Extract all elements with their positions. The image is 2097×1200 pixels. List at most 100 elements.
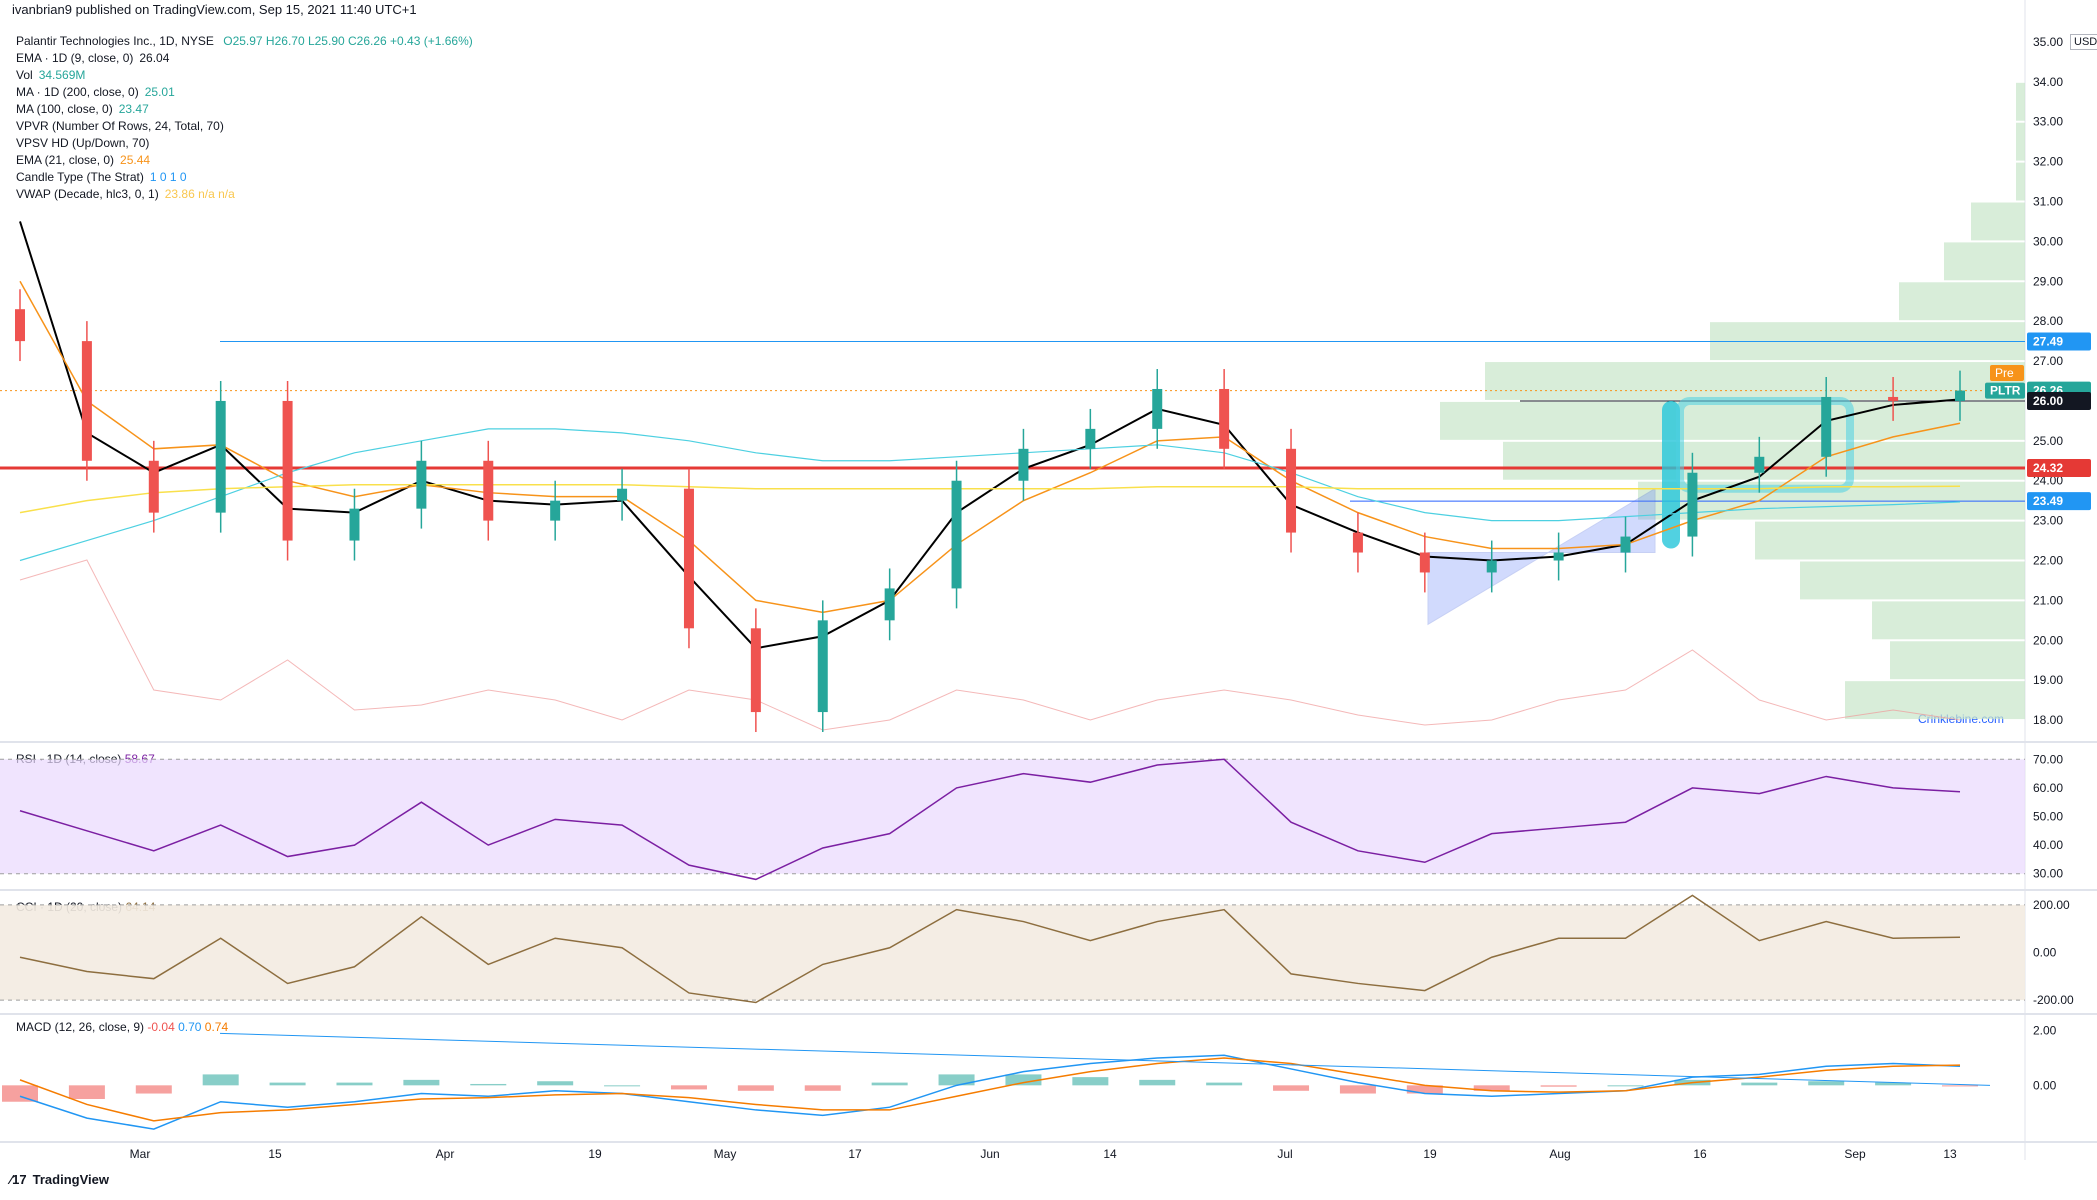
legend-ma100[interactable]: MA (100, close, 0) 23.47 xyxy=(16,102,149,116)
series-line-1 xyxy=(19,221,1961,650)
time-axis-label: Jul xyxy=(1277,1147,1292,1161)
legend-macd[interactable]: MACD (12, 26, close, 9) -0.04 0.70 0.74 xyxy=(16,1020,228,1034)
time-axis-label: 16 xyxy=(1693,1147,1707,1161)
candle-body xyxy=(1486,560,1497,573)
time-axis-label: Aug xyxy=(1549,1147,1570,1161)
price-tick-label: 28.00 xyxy=(2033,314,2063,328)
legend-vpvr[interactable]: VPVR (Number Of Rows, 24, Total, 70) xyxy=(16,119,224,133)
badge-ma100-bg xyxy=(2027,492,2091,511)
macd-tick-label: 2.00 xyxy=(2033,1024,2057,1038)
currency-button[interactable]: USD xyxy=(2070,34,2097,50)
ma100-value: 23.47 xyxy=(118,102,149,116)
price-tick-label: 18.00 xyxy=(2033,713,2063,727)
volume-profile-bar xyxy=(1890,641,2025,680)
footer-brand[interactable]: ⁄17 TradingView xyxy=(10,1172,109,1187)
badge-symbol: PLTR xyxy=(1990,384,2021,398)
macd-histogram-bar xyxy=(135,1085,172,1094)
ma200-value: 25.01 xyxy=(144,85,175,99)
vol-value: 34.569M xyxy=(38,68,86,82)
legend-vol[interactable]: Vol 34.569M xyxy=(16,68,85,82)
legend-ema9[interactable]: EMA · 1D (9, close, 0) 26.04 xyxy=(16,51,169,65)
rsi-tick-label: 50.00 xyxy=(2033,810,2063,824)
macd-histogram-bar xyxy=(737,1085,774,1091)
macd-histogram-bar xyxy=(269,1082,306,1086)
ohlc-values: O25.97 H26.70 L25.90 C26.26 +0.43 (+1.66… xyxy=(223,34,473,48)
badge-pre-bg xyxy=(1990,365,2024,382)
badge-pivot: 26.00 xyxy=(2033,394,2063,408)
series-line-4 xyxy=(19,483,1961,514)
macd-value: 0.70 xyxy=(178,1020,202,1034)
macd-histogram-bar xyxy=(1741,1082,1778,1086)
ma200-label: MA · 1D (200, close, 0) xyxy=(16,85,139,99)
volume-profile-bar xyxy=(1485,362,2025,400)
cci-tick-label: -200.00 xyxy=(2033,993,2074,1007)
volume-profile-bar xyxy=(1944,242,2025,281)
macd-histogram-bar xyxy=(1808,1081,1845,1086)
macd-histogram-bar xyxy=(68,1085,105,1099)
volume-profile-bar xyxy=(1971,202,2025,241)
badge-symbol-bg xyxy=(1985,382,2025,399)
time-axis-label: 17 xyxy=(848,1147,862,1161)
macd-signal-value: 0.74 xyxy=(204,1020,229,1034)
series-line-2 xyxy=(19,280,1961,614)
candle-body xyxy=(550,500,561,521)
legend-ma200[interactable]: MA · 1D (200, close, 0) 25.01 xyxy=(16,85,175,99)
badge-resistance-bg xyxy=(2027,332,2091,351)
candle-body xyxy=(1687,472,1698,537)
candle-body xyxy=(148,460,159,513)
vpsv-label: VPSV HD (Up/Down, 70) xyxy=(16,136,150,150)
candle-body xyxy=(1821,396,1832,457)
candle-body xyxy=(282,400,293,541)
macd-line xyxy=(19,1054,1961,1130)
ema9-label: EMA · 1D (9, close, 0) xyxy=(16,51,134,65)
legend-vpsv[interactable]: VPSV HD (Up/Down, 70) xyxy=(16,136,149,150)
macd-histogram-bar xyxy=(1540,1085,1577,1087)
candle-body xyxy=(1620,536,1631,553)
rsi-tick-label: 70.00 xyxy=(2033,752,2063,766)
series-line-3 xyxy=(19,428,1961,562)
price-tick-label: 20.00 xyxy=(2033,633,2063,647)
macd-histogram-bar xyxy=(1273,1085,1310,1091)
price-tick-label: 21.00 xyxy=(2033,593,2063,607)
candle-body xyxy=(1219,388,1230,449)
legend-candle-type[interactable]: Candle Type (The Strat) 1 0 1 0 xyxy=(16,170,187,184)
legend-symbol[interactable]: Palantir Technologies Inc., 1D, NYSE O25… xyxy=(16,34,473,48)
price-tick-label: 22.00 xyxy=(2033,554,2063,568)
candle-body xyxy=(951,480,962,589)
volume-line xyxy=(19,559,1961,731)
badge-support: 24.32 xyxy=(2033,461,2063,475)
macd-histogram-bar xyxy=(403,1079,440,1086)
rsi-tick-label: 30.00 xyxy=(2033,867,2063,881)
price-tick-label: 19.00 xyxy=(2033,673,2063,687)
macd-histogram-bar xyxy=(1473,1085,1510,1091)
price-tick-label: 32.00 xyxy=(2033,155,2063,169)
cci-tick-label: 0.00 xyxy=(2033,946,2057,960)
rsi-line xyxy=(19,758,1961,881)
ema21-label: EMA (21, close, 0) xyxy=(16,153,115,167)
macd-histogram-bar xyxy=(1139,1079,1176,1086)
candle-body xyxy=(1955,390,1965,401)
rsi-band xyxy=(0,759,2025,874)
vol-label: Vol xyxy=(16,68,33,82)
macd-histogram-bar xyxy=(1005,1074,1042,1086)
legend-ema21[interactable]: EMA (21, close, 0) 25.44 xyxy=(16,153,150,167)
macd-histogram-bar xyxy=(1339,1085,1376,1094)
badge-support-bg xyxy=(2027,458,2091,477)
ema9-value: 26.04 xyxy=(139,51,170,65)
candle-body xyxy=(1152,388,1163,429)
legend-vwap[interactable]: VWAP (Decade, hlc3, 0, 1) 23.86 n/a n/a xyxy=(16,187,235,201)
candle-body xyxy=(1754,456,1765,473)
vwap-label: VWAP (Decade, hlc3, 0, 1) xyxy=(16,187,159,201)
macd-histogram-bar xyxy=(537,1081,574,1086)
time-axis-label: May xyxy=(714,1147,737,1161)
macd-histogram-bar xyxy=(202,1074,239,1086)
candle-body xyxy=(1085,428,1096,449)
badge-ma100: 23.49 xyxy=(2033,494,2063,508)
badge-resistance: 27.49 xyxy=(2033,335,2063,349)
price-tick-label: 24.00 xyxy=(2033,474,2063,488)
tradingview-logo-icon: ⁄17 xyxy=(10,1172,27,1187)
ema21-value: 25.44 xyxy=(120,153,151,167)
candle-body xyxy=(416,460,427,509)
time-axis-label: Sep xyxy=(1844,1147,1866,1161)
